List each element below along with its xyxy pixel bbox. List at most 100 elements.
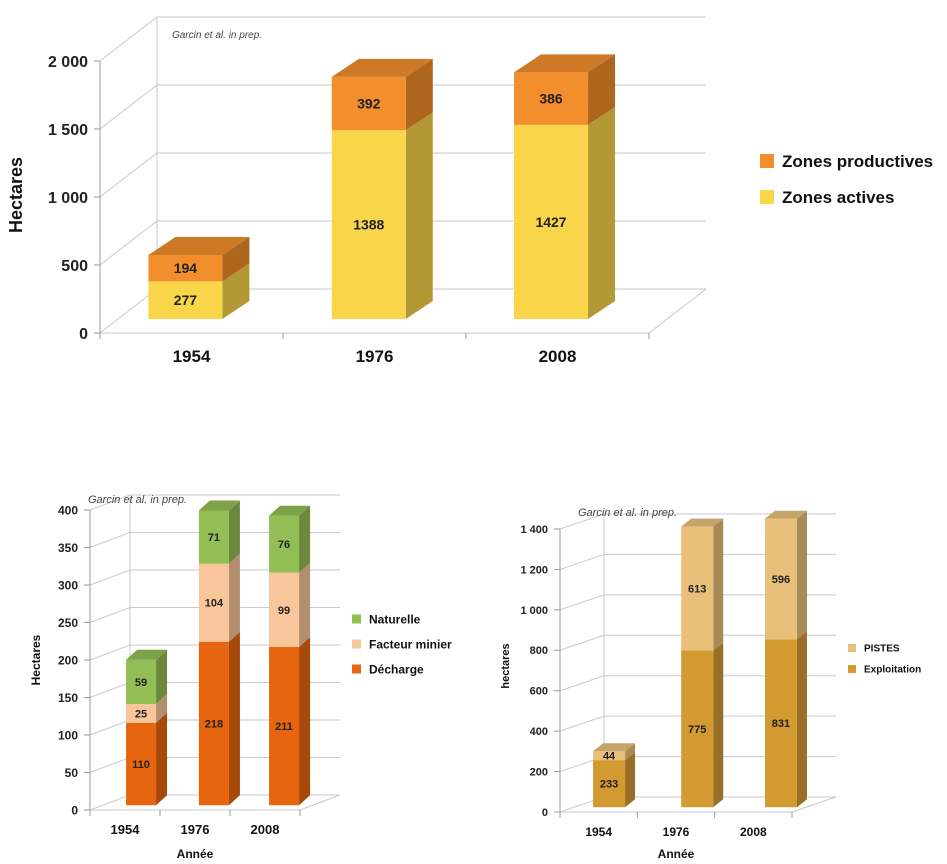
x-tick-label: 1976	[356, 347, 394, 366]
y-tick-label: 300	[58, 578, 78, 592]
bar-zones-actives-2008	[514, 124, 589, 319]
y-axis-title: hectares	[500, 643, 512, 688]
data-label: 211	[275, 721, 293, 733]
bar-facteur-minier-2008-side	[299, 562, 311, 647]
data-label: 596	[772, 574, 790, 586]
bar-facteur-minier-1976	[198, 563, 229, 642]
bar-pistes-1976	[681, 526, 714, 651]
y-tick-label: 100	[58, 728, 78, 742]
x-axis-title: Année	[177, 847, 214, 861]
data-label: 25	[135, 708, 147, 720]
x-axis-title: Année	[658, 847, 695, 861]
data-label: 218	[205, 718, 223, 730]
legend-swatch	[352, 664, 361, 674]
legend-label: Décharge	[369, 662, 424, 676]
data-label: 775	[688, 724, 706, 736]
data-label: 1427	[535, 214, 566, 230]
y-tick-label: 50	[65, 766, 79, 780]
bar-naturelle-2008-top	[269, 505, 311, 516]
floor-right-edge	[791, 796, 837, 813]
bar-stack-2008: 211 99 76	[269, 505, 311, 806]
y-tick-label: 200	[58, 653, 78, 667]
gridline-diagonal	[89, 794, 131, 811]
bar-zones-productives-1976-side	[405, 58, 433, 131]
legend-label: Exploitation	[864, 665, 921, 676]
source-annotation: Garcin et al. in prep.	[172, 30, 262, 41]
data-label: 71	[208, 532, 220, 544]
gridline-diagonal	[89, 719, 131, 736]
bar-exploitation-1976	[681, 650, 714, 808]
bar-zones-actives-2008-side	[588, 106, 616, 319]
y-tick-label: 600	[530, 686, 548, 698]
gridline-diagonal	[89, 532, 131, 548]
bar-d-charge-2008-side	[299, 636, 311, 806]
gridline-diagonal	[89, 494, 131, 511]
bar-zones-productives-1954	[148, 254, 223, 282]
source-annotation: Garcin et al. in prep.	[88, 494, 187, 506]
data-label: 59	[135, 677, 147, 689]
x-tick-label: 1976	[181, 822, 210, 837]
bar-naturelle-1954-side	[156, 649, 168, 704]
bar-stack-1976: 775 613	[681, 518, 724, 808]
x-tick-label: 1976	[663, 825, 690, 839]
data-label: 386	[539, 91, 563, 107]
legend-swatch	[352, 639, 361, 649]
y-tick-label: 400	[530, 726, 548, 738]
gridline-diagonal	[99, 16, 158, 62]
y-tick-label: 500	[61, 258, 88, 275]
legend-swatch	[848, 665, 856, 673]
bar-d-charge-1976-side	[228, 631, 240, 806]
legend-label: Zones productives	[782, 152, 933, 171]
bar-zones-actives-1954	[148, 281, 223, 319]
legend-swatch	[760, 154, 774, 168]
bar-pistes-1976-top	[681, 518, 724, 527]
bar-zones-productives-2008-side	[588, 54, 616, 125]
bar-zones-productives-1954-top	[148, 236, 250, 255]
y-tick-label: 800	[530, 645, 548, 657]
gridline-diagonal	[89, 569, 131, 586]
bar-pistes-2008	[764, 518, 797, 640]
bar-stack-2008: 831 596	[764, 510, 807, 808]
gridline-diagonal	[89, 607, 131, 623]
y-tick-label: 150	[58, 691, 78, 705]
bar-exploitation-1976-side	[713, 642, 724, 808]
y-tick-label: 0	[79, 326, 88, 343]
gridline-diagonal	[559, 553, 605, 570]
data-label: 613	[688, 584, 706, 596]
chart-land-zones: 0 500 1 000 1 500 2 000 Hectares Garcin et al.…	[6, 16, 933, 366]
source-annotation: Garcin et al. in prep.	[578, 507, 677, 519]
data-label: 194	[174, 260, 198, 276]
legend: Zones productives Zones actives	[760, 152, 933, 207]
gridline-diagonal	[89, 644, 131, 661]
data-label: 76	[278, 539, 290, 551]
x-tick-label: 2008	[740, 825, 767, 839]
data-label: 392	[357, 96, 381, 112]
x-tick-label: 1954	[111, 822, 141, 837]
y-axis-title: Hectares	[6, 157, 26, 233]
data-label: 104	[205, 598, 224, 610]
bar-zones-productives-2008	[514, 72, 589, 125]
legend: PISTES Exploitation	[848, 644, 921, 676]
y-tick-label: 1 400	[520, 524, 548, 536]
bar-stack-1976: 1388 392	[331, 58, 433, 320]
gridline-diagonal	[99, 288, 158, 334]
y-tick-label: 1 000	[48, 190, 88, 207]
bar-exploitation-1954-side	[625, 752, 636, 808]
bar-d-charge-1976	[198, 641, 229, 806]
data-label: 1388	[353, 217, 384, 233]
bar-stack-1954: 233 44	[593, 743, 636, 808]
x-tick-label: 1954	[173, 347, 211, 366]
bar-pistes-1976-side	[713, 518, 724, 651]
data-label: 277	[174, 292, 198, 308]
chart-waste-types: 0 50 100 150 200 250 300 350 400 Hectares Garcin e…	[29, 494, 452, 861]
legend-label: Facteur minier	[369, 637, 452, 651]
gridline-diagonal	[99, 152, 158, 198]
legend-swatch	[760, 190, 774, 204]
bar-zones-productives-2008-top	[514, 54, 616, 73]
y-tick-label: 400	[58, 503, 78, 517]
bar-d-charge-2008	[269, 646, 300, 806]
bar-zones-productives-1976	[331, 76, 406, 131]
data-label: 99	[278, 605, 290, 617]
legend-label: Zones actives	[782, 188, 894, 207]
